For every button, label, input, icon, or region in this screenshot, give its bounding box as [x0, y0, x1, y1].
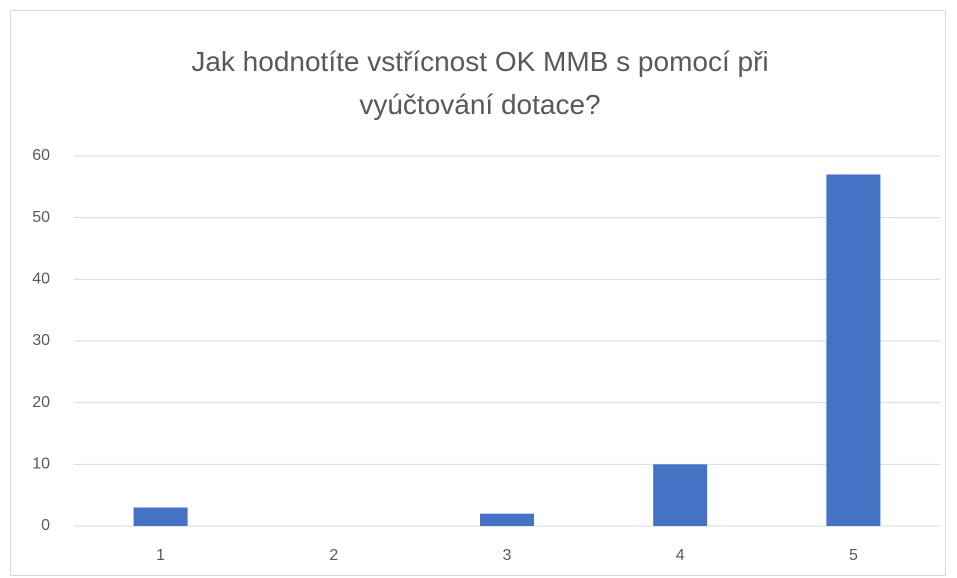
x-tick-label: 2	[329, 547, 338, 564]
y-tick-label: 10	[32, 456, 50, 473]
bar	[133, 507, 188, 526]
y-tick-label: 50	[32, 209, 50, 226]
y-tick-label: 30	[32, 332, 50, 349]
bar	[826, 174, 881, 526]
bar	[653, 464, 708, 526]
x-tick-label: 4	[676, 547, 685, 564]
y-tick-label: 20	[32, 394, 50, 411]
x-tick-label: 1	[156, 547, 165, 564]
y-tick-label: 60	[32, 147, 50, 164]
chart-frame	[10, 10, 946, 576]
x-tick-label: 5	[849, 547, 858, 564]
y-tick-label: 40	[32, 271, 50, 288]
x-tick-label: 3	[503, 547, 512, 564]
bar	[480, 513, 534, 526]
y-tick-label: 0	[41, 517, 50, 534]
chart-title: Jak hodnotíte vstřícnost OK MMB s pomocí…	[191, 46, 769, 120]
